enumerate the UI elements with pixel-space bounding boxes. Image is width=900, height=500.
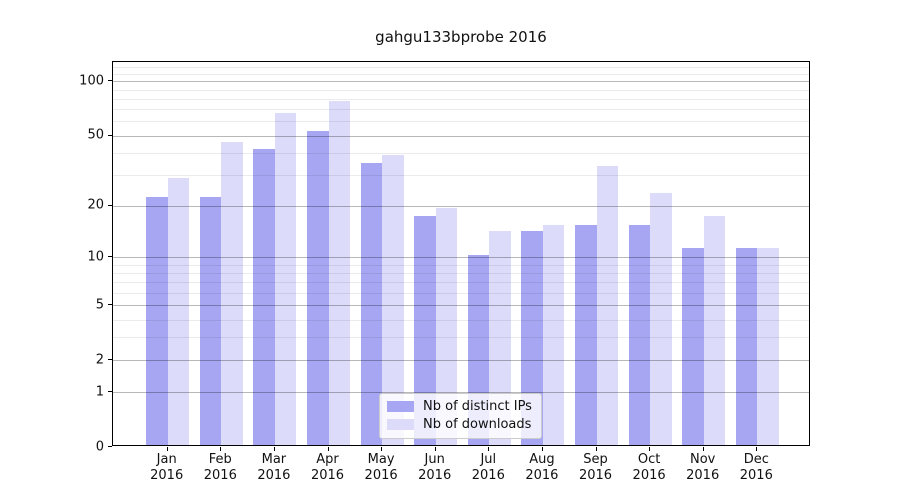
y-tick-mark xyxy=(108,204,112,206)
bar-aug-downloads xyxy=(542,225,565,445)
minor-gridline xyxy=(113,109,809,111)
y-tick-label: 5 xyxy=(95,297,104,313)
y-tick-label: 50 xyxy=(87,127,104,143)
legend: Nb of distinct IPs Nb of downloads xyxy=(379,393,542,439)
bar-oct-ips xyxy=(628,225,651,445)
y-tick-mark xyxy=(108,134,112,136)
x-tick-mark xyxy=(220,447,222,451)
minor-gridline xyxy=(113,98,809,100)
legend-item-distinct-ips: Nb of distinct IPs xyxy=(387,399,532,414)
legend-item-downloads: Nb of downloads xyxy=(387,417,532,432)
x-tick-mark xyxy=(541,447,543,451)
x-tick-mark xyxy=(273,447,275,451)
major-gridline xyxy=(113,392,809,394)
minor-gridline xyxy=(113,89,809,91)
x-tick-mark xyxy=(649,447,651,451)
legend-label-downloads: Nb of downloads xyxy=(423,417,532,432)
y-tick-label: 1 xyxy=(95,384,104,400)
major-gridline xyxy=(113,360,809,361)
bar-mar-downloads xyxy=(274,113,297,445)
x-tick-label-mar: Mar 2016 xyxy=(257,452,291,483)
y-tick-label: 0 xyxy=(95,439,104,454)
bar-apr-ips xyxy=(307,130,329,445)
plot-area xyxy=(112,61,810,446)
minor-gridline xyxy=(113,73,809,75)
minor-gridline xyxy=(113,319,809,321)
x-tick-mark xyxy=(381,447,383,451)
bar-jul-downloads xyxy=(489,230,511,445)
minor-gridline xyxy=(113,292,809,294)
x-tick-label-nov: Nov 2016 xyxy=(686,452,720,483)
major-gridline xyxy=(113,81,809,83)
y-tick-label: 10 xyxy=(87,249,104,264)
bar-aug-ips xyxy=(521,230,543,445)
bar-apr-downloads xyxy=(328,100,350,445)
y-tick-mark xyxy=(108,256,112,257)
bar-may-ips xyxy=(360,163,383,445)
major-gridline xyxy=(113,205,809,207)
y-tick-label: 2 xyxy=(95,352,104,367)
x-tick-label-jun: Jun 2016 xyxy=(418,452,452,483)
bar-sep-downloads xyxy=(596,165,618,445)
bar-jun-ips xyxy=(414,216,436,445)
bar-feb-downloads xyxy=(221,141,243,445)
bar-dec-ips xyxy=(735,248,758,445)
major-gridline xyxy=(113,305,809,307)
x-tick-mark xyxy=(434,447,436,451)
x-tick-label-oct: Oct 2016 xyxy=(632,452,666,483)
x-tick-mark xyxy=(488,447,490,451)
x-tick-label-apr: Apr 2016 xyxy=(310,452,345,483)
minor-gridline xyxy=(113,175,809,176)
minor-gridline xyxy=(113,272,809,274)
bar-jan-downloads xyxy=(167,178,190,445)
minor-gridline xyxy=(113,152,809,154)
y-tick-mark xyxy=(108,391,112,393)
bar-mar-ips xyxy=(253,148,275,445)
x-tick-mark xyxy=(327,447,329,451)
x-tick-label-sep: Sep 2016 xyxy=(578,452,613,483)
minor-gridline xyxy=(113,337,809,339)
y-tick-mark xyxy=(108,304,112,306)
x-tick-label-jul: Jul 2016 xyxy=(471,452,505,483)
bar-oct-downloads xyxy=(650,193,672,445)
x-tick-mark xyxy=(702,447,704,451)
bar-sep-ips xyxy=(575,225,597,445)
x-tick-label-jan: Jan 2016 xyxy=(150,452,184,483)
minor-gridline xyxy=(113,264,809,266)
bar-jan-ips xyxy=(146,196,168,445)
y-tick-label: 20 xyxy=(87,197,104,213)
x-tick-mark xyxy=(166,447,168,451)
bar-feb-ips xyxy=(199,196,222,445)
x-tick-label-feb: Feb 2016 xyxy=(203,452,237,483)
x-tick-mark xyxy=(756,447,758,451)
bar-nov-downloads xyxy=(703,216,726,445)
chart-title: gahgu133bprobe 2016 xyxy=(375,28,547,46)
x-tick-label-may: May 2016 xyxy=(364,452,398,483)
major-gridline xyxy=(113,257,809,258)
y-tick-mark xyxy=(108,446,112,447)
x-tick-mark xyxy=(595,447,597,451)
minor-gridline xyxy=(113,121,809,123)
x-tick-label-aug: Aug 2016 xyxy=(525,452,559,483)
bar-may-downloads xyxy=(382,154,404,445)
legend-swatch-distinct-ips xyxy=(387,401,414,412)
legend-swatch-downloads xyxy=(387,419,414,430)
x-tick-label-dec: Dec 2016 xyxy=(739,452,773,483)
major-gridline xyxy=(113,135,809,137)
minor-gridline xyxy=(113,282,809,284)
bar-jun-downloads xyxy=(435,207,458,445)
y-tick-mark xyxy=(108,80,112,82)
y-tick-label: 100 xyxy=(79,73,104,89)
legend-label-distinct-ips: Nb of distinct IPs xyxy=(423,399,532,414)
y-tick-mark xyxy=(108,359,112,360)
minor-gridline xyxy=(113,67,809,69)
bar-nov-ips xyxy=(682,248,704,445)
bar-dec-downloads xyxy=(757,248,779,445)
